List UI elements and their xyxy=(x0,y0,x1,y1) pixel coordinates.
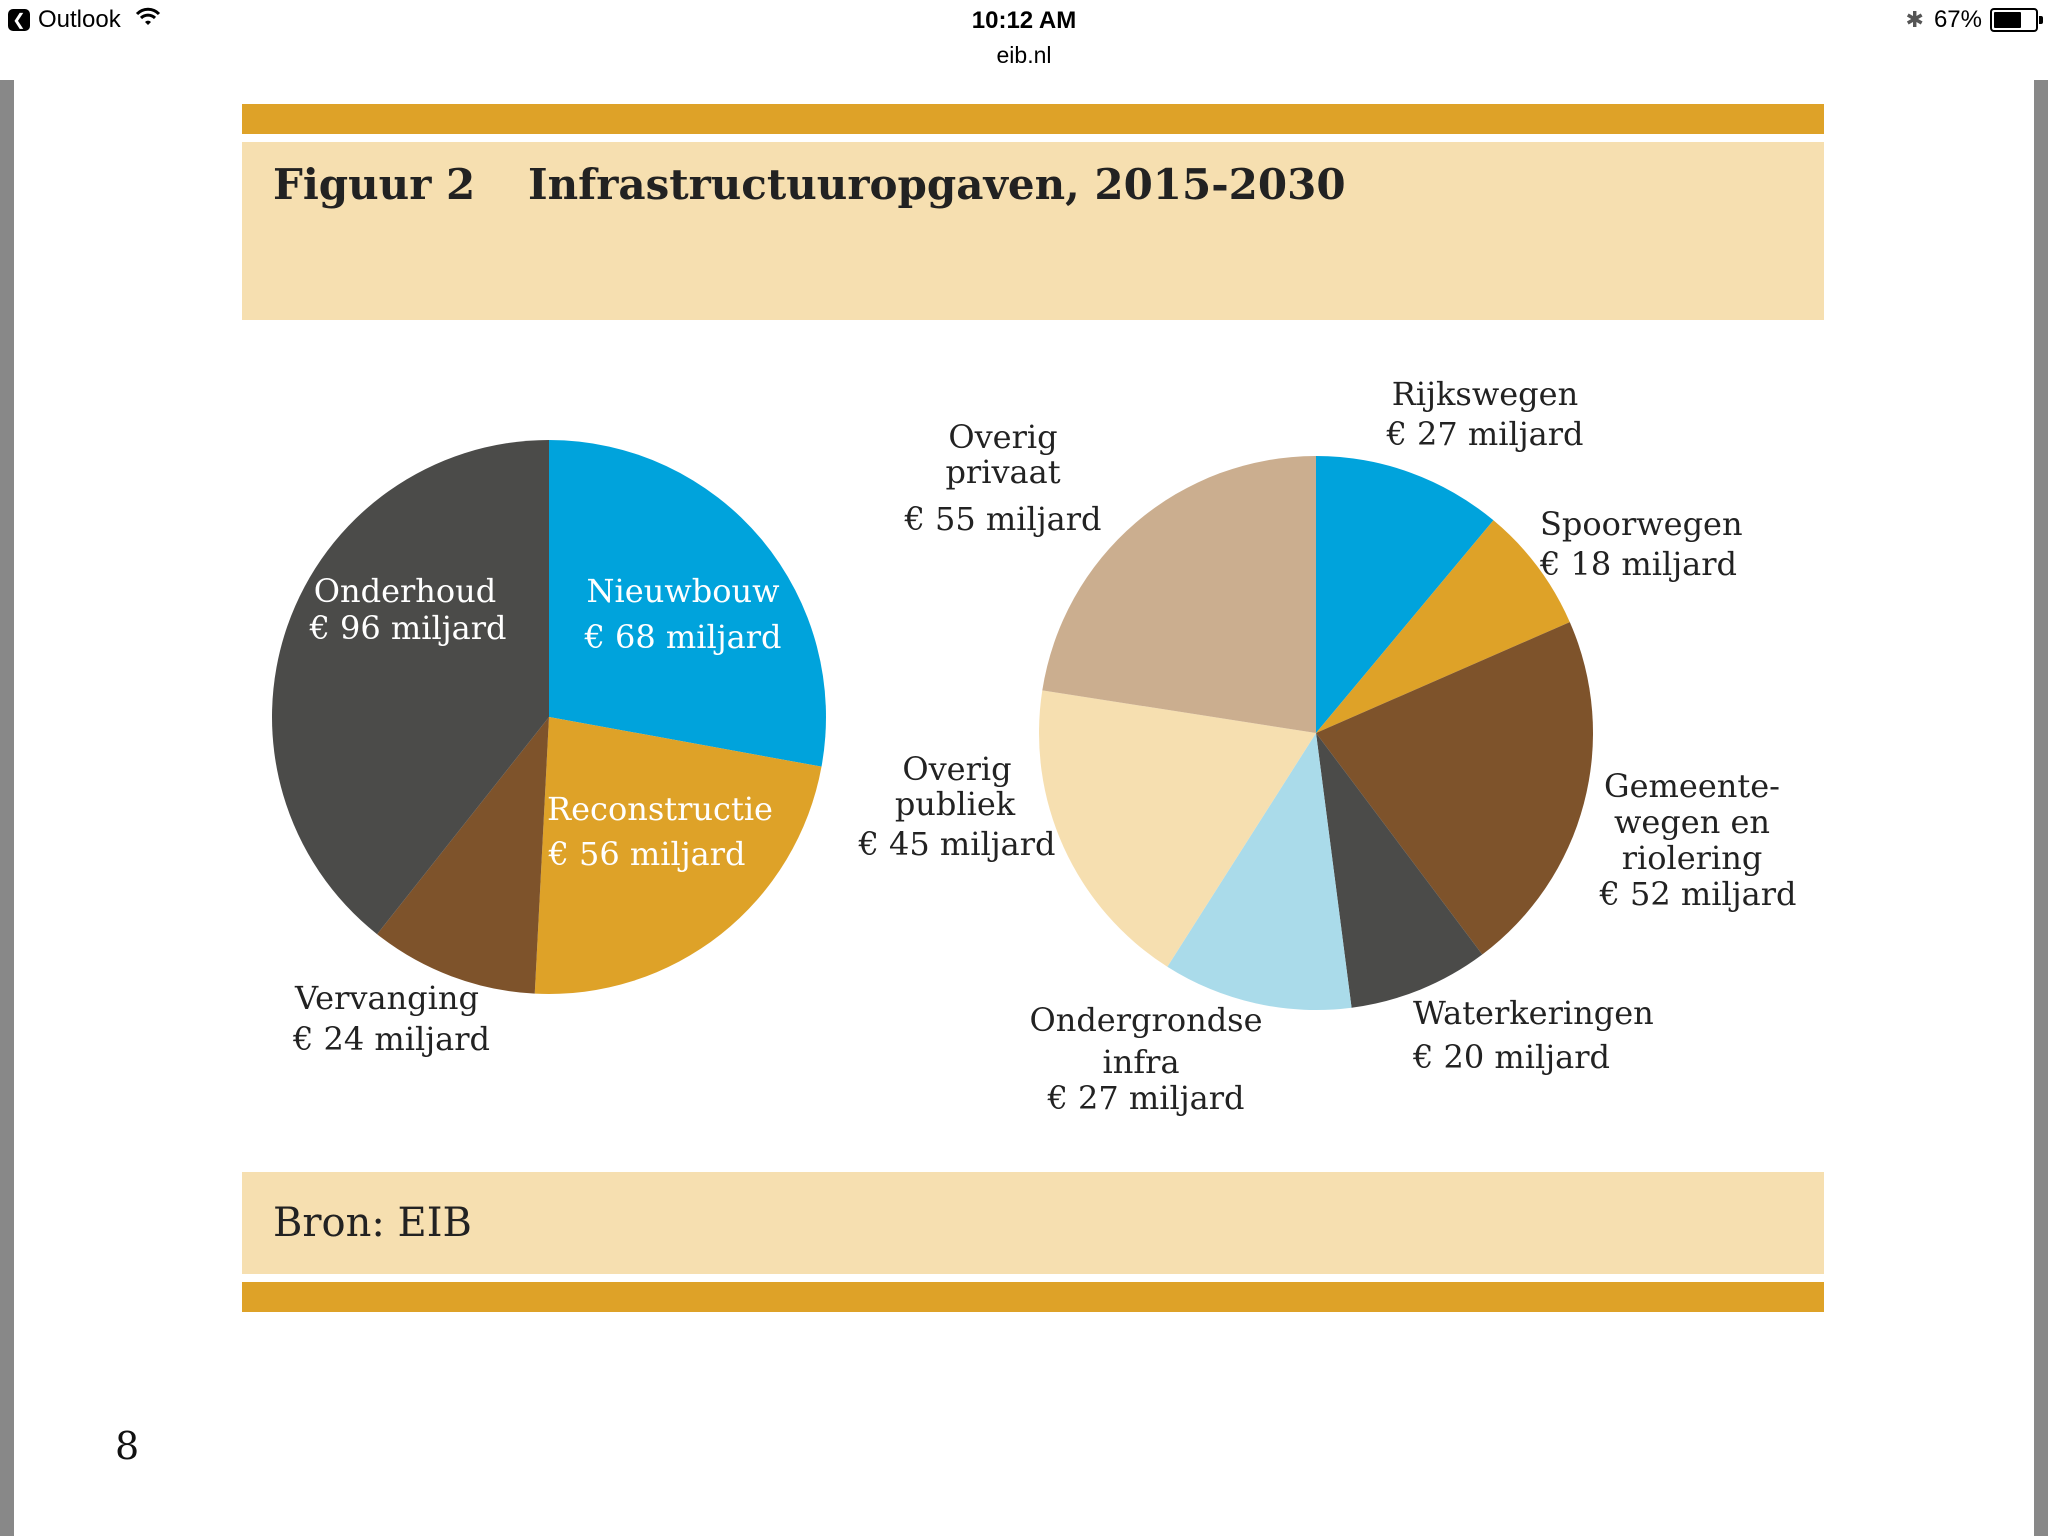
pie-slice-ondergrondse-infra xyxy=(1167,733,1352,1011)
figure-number: Figuur 2 xyxy=(273,160,476,209)
figure-title: Infrastructuuropgaven, 2015-2030 xyxy=(528,160,1346,209)
slice-label: Rijkswegen xyxy=(1392,375,1578,413)
battery-level-fill xyxy=(1994,12,2021,28)
pie-chart-infrastructure-sector xyxy=(1038,455,1594,1011)
status-bar: ❮ Outlook 10:12 AM eib.nl ✱ 67% xyxy=(0,0,2048,81)
slice-label: Nieuwbouw xyxy=(587,572,780,610)
pie-slice-overig-publiek xyxy=(1038,690,1316,967)
slice-label: Spoorwegen xyxy=(1540,505,1743,543)
url-bar[interactable]: eib.nl xyxy=(996,42,1052,68)
figure-title-box xyxy=(242,142,1824,320)
slice-label: Reconstructie xyxy=(547,790,773,828)
slice-value: € 45 miljard xyxy=(857,825,1055,863)
pie-slice-nieuwbouw xyxy=(549,440,826,767)
slice-label-line: Overig xyxy=(948,418,1057,456)
slice-label-line: Ondergrondse xyxy=(1029,1001,1262,1039)
clock: 10:12 AM xyxy=(971,7,1077,34)
pie-slice-rijkswegen xyxy=(1316,456,1494,733)
bluetooth-icon: ✱ xyxy=(1905,7,1924,32)
slice-label-line: Gemeente- xyxy=(1604,767,1780,805)
slice-value: € 20 miljard xyxy=(1412,1038,1610,1076)
slice-value: € 27 miljard xyxy=(1046,1079,1244,1117)
page-gutter-left xyxy=(0,80,14,1536)
slice-label-line: infra xyxy=(1102,1043,1179,1081)
slice-label-line: privaat xyxy=(945,453,1060,491)
back-to-app-button[interactable]: ❮ Outlook xyxy=(8,6,161,34)
page-gutter-right xyxy=(2034,80,2048,1536)
figure-source: Bron: EIB xyxy=(273,1200,472,1246)
slice-value: € 96 miljard xyxy=(308,609,506,647)
slice-label: Onderhoud xyxy=(314,572,497,610)
right-status: ✱ 67% xyxy=(1905,6,2043,34)
pie-slice-reconstructie xyxy=(534,717,822,994)
slice-label-line: publiek xyxy=(895,785,1016,823)
pie2-labels: Rijkswegen € 27 miljard Spoorwegen € 18 … xyxy=(857,375,1796,1117)
slice-label-line: riolering xyxy=(1622,839,1763,877)
pie-chart-infrastructure-type xyxy=(272,440,826,994)
figure-source-box xyxy=(242,1172,1824,1274)
page-number: 8 xyxy=(115,1424,140,1468)
pie1-labels: Onderhoud € 96 miljard Nieuwbouw € 68 mi… xyxy=(292,572,782,1058)
slice-label: Vervanging xyxy=(294,979,479,1017)
pie-slice-onderhoud xyxy=(272,440,549,935)
pie-slice-spoorwegen xyxy=(1316,520,1570,733)
pie-slice-gemeente-wegen-en-riolering xyxy=(1316,622,1594,955)
pie-slice-waterkeringen xyxy=(1316,733,1483,1008)
slice-label-line: Overig xyxy=(902,750,1011,788)
slice-value: € 24 miljard xyxy=(292,1020,490,1058)
slice-value: € 55 miljard xyxy=(903,500,1101,538)
slice-value: € 52 miljard xyxy=(1598,875,1796,913)
slice-value: € 68 miljard xyxy=(583,618,781,656)
slice-label-line: wegen en xyxy=(1614,803,1770,841)
pie-slice-overig-privaat xyxy=(1042,455,1316,733)
figure-top-rule xyxy=(242,104,1824,134)
figure-bottom-rule xyxy=(242,1282,1824,1312)
slice-value: € 56 miljard xyxy=(547,835,745,873)
slice-value: € 18 miljard xyxy=(1539,545,1737,583)
battery-percent: 67% xyxy=(1933,6,1982,33)
back-app-label: Outlook xyxy=(38,6,121,33)
pie-slice-vervanging xyxy=(377,717,549,994)
slice-value: € 27 miljard xyxy=(1385,415,1583,453)
wifi-icon xyxy=(135,6,161,34)
back-chevron-icon: ❮ xyxy=(8,9,30,31)
slice-label: Waterkeringen xyxy=(1413,994,1654,1032)
battery-icon xyxy=(1990,8,2043,32)
